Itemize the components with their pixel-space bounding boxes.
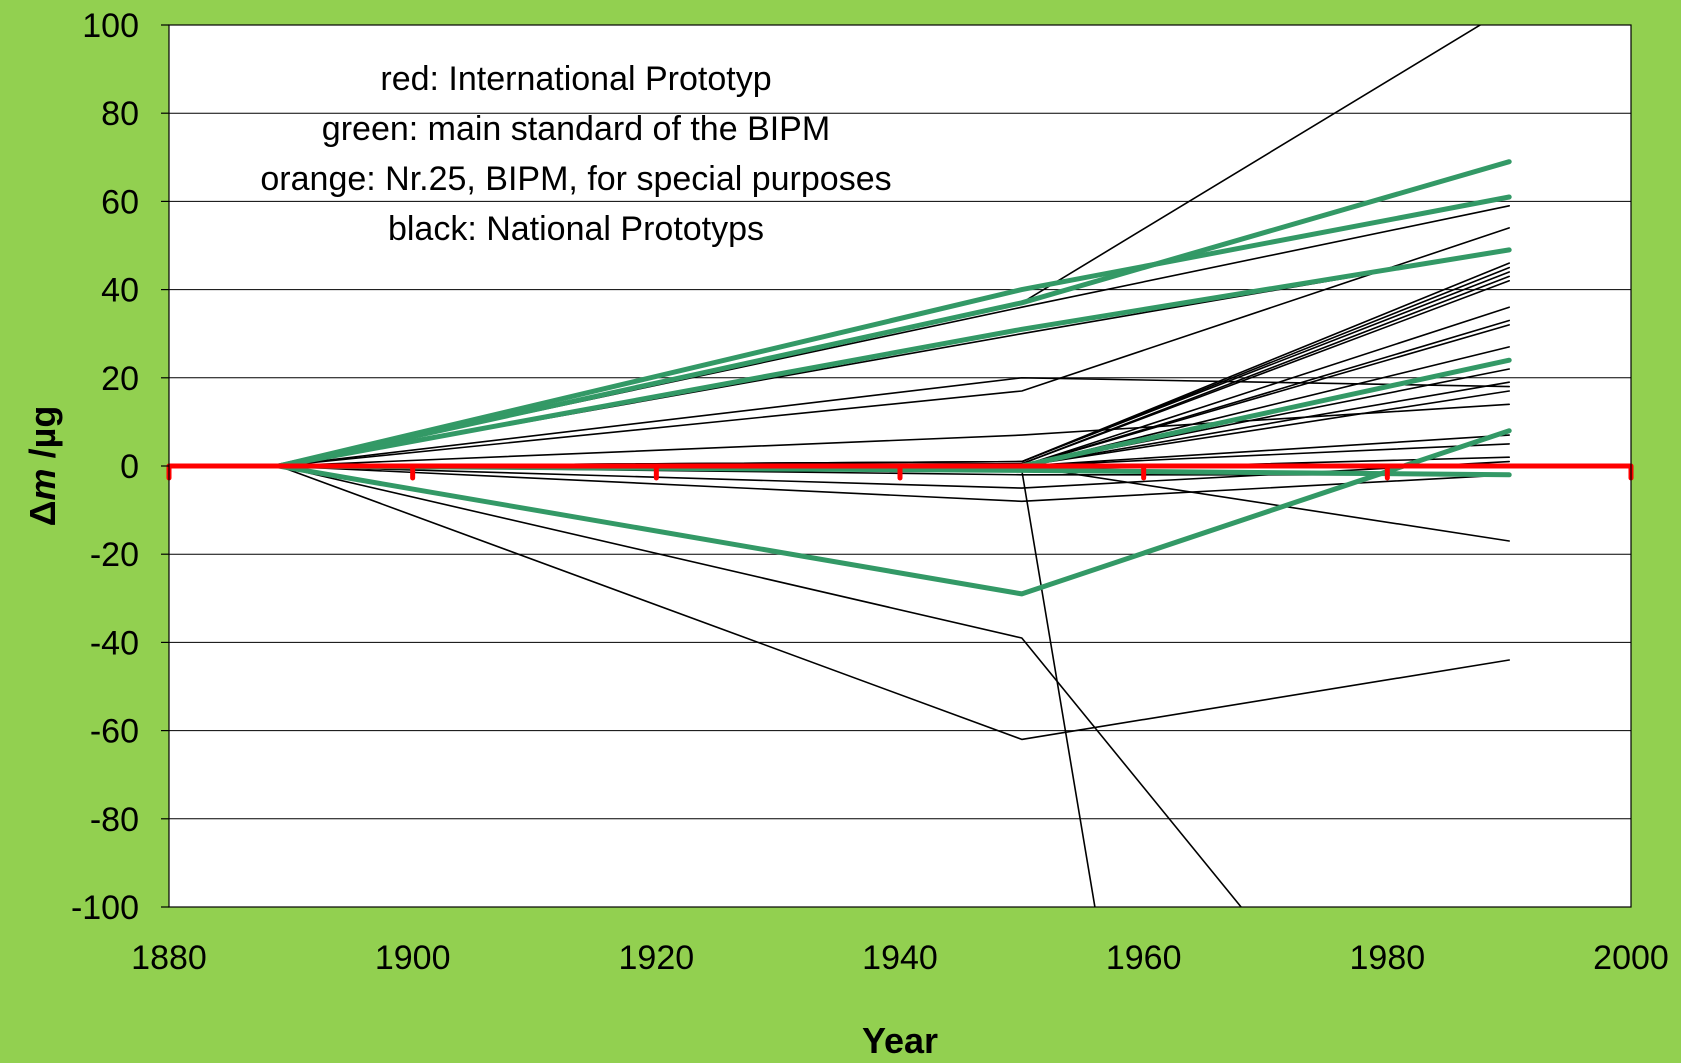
y-tick-label: 40 — [101, 272, 139, 310]
y-tick-labels: 100 80 60 40 20 0 -20 -40 -60 -80 -100 — [71, 7, 169, 927]
series-line-black — [277, 460, 1510, 489]
legend-line-black: black: National Prototyps — [388, 210, 764, 248]
y-axis-title-unit: /µg — [22, 406, 63, 469]
legend-annotation: red: International Prototyp green: main … — [260, 60, 891, 248]
y-axis-title-variable: m — [22, 468, 63, 500]
x-tick-label: 1940 — [862, 939, 938, 977]
y-tick-label: 80 — [101, 95, 139, 133]
x-tick-labels: 1880 1900 1920 1940 1960 1980 2000 — [131, 939, 1669, 977]
series-line-black — [277, 403, 1510, 467]
y-tick-label: -40 — [90, 624, 139, 662]
y-tick-label: 100 — [82, 7, 139, 45]
y-tick-label: 60 — [101, 183, 139, 221]
series-line-green — [276, 247, 1512, 469]
x-tick-label: 1980 — [1350, 939, 1426, 977]
x-tick-label: 2000 — [1593, 939, 1669, 977]
y-axis-title-symbol: Δ — [22, 500, 63, 526]
x-tick-label: 1920 — [619, 939, 695, 977]
series-line-green — [276, 428, 1512, 597]
x-axis-title: Year — [862, 1020, 938, 1058]
series-line-green — [276, 194, 1512, 469]
x-tick-label: 1900 — [375, 939, 451, 977]
series-line-black — [277, 465, 1510, 741]
y-tick-label: -100 — [71, 889, 139, 927]
y-tick-label: -60 — [90, 713, 139, 751]
y-tick-label: 0 — [120, 448, 139, 486]
x-tick-label: 1960 — [1106, 939, 1182, 977]
y-tick-label: -80 — [90, 801, 139, 839]
y-tick-label: 20 — [101, 360, 139, 398]
legend-line-orange: orange: Nr.25, BIPM, for special purpose… — [260, 160, 891, 198]
y-axis-title: Δm /µg — [22, 406, 63, 527]
legend-line-green: green: main standard of the BIPM — [322, 110, 830, 148]
series-line-black — [277, 227, 1510, 467]
series-line-black — [277, 465, 1242, 907]
y-tick-label: -20 — [90, 536, 139, 574]
series-line-green — [276, 159, 1512, 469]
x-tick-label: 1880 — [131, 939, 207, 977]
legend-line-red: red: International Prototyp — [380, 60, 771, 98]
series-line-black — [277, 376, 1510, 467]
